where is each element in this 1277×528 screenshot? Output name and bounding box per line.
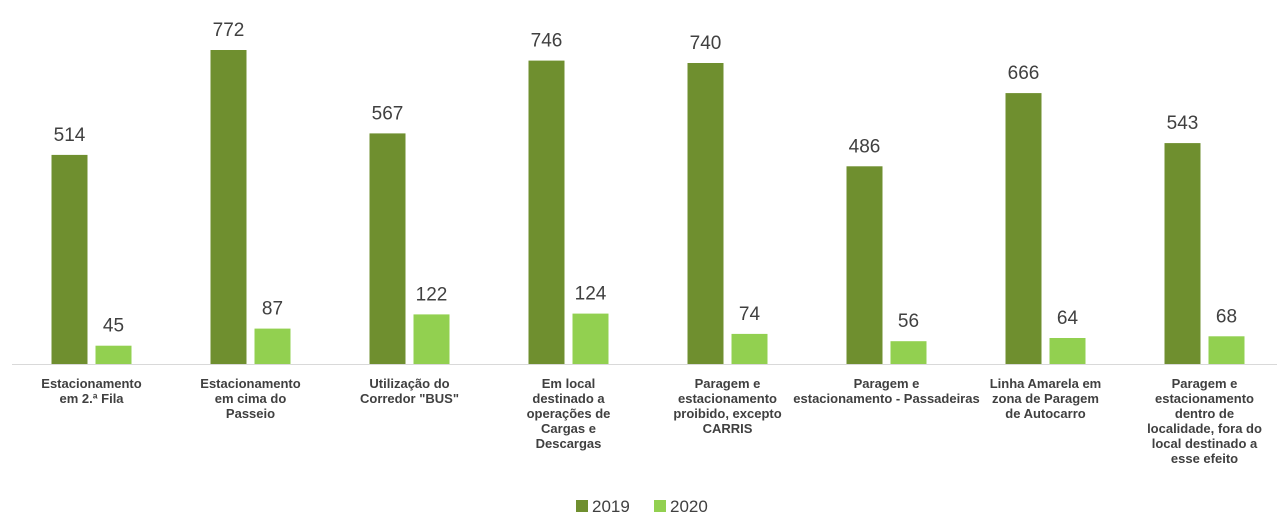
bar-2020-4 xyxy=(572,313,609,364)
value-label-2020-5: 74 xyxy=(739,304,761,325)
value-label-2020-2: 87 xyxy=(262,299,283,320)
bar-2019-5 xyxy=(687,63,724,364)
value-label-2020-8: 68 xyxy=(1216,306,1237,327)
value-label-2019-3: 567 xyxy=(372,103,404,124)
value-label-2019-1: 514 xyxy=(54,125,86,146)
bar-2019-3 xyxy=(369,133,406,364)
labels-layer: 514 45 Estacionamento em 2.ª Fila 772 87 Estac… xyxy=(41,20,1262,466)
bar-2019-1 xyxy=(51,154,88,364)
bar-2020-3 xyxy=(413,314,450,364)
bars-layer xyxy=(51,50,1245,364)
bar-2020-8 xyxy=(1208,336,1245,364)
category-label-2: Estacionamento em cima do Passeio xyxy=(200,376,300,421)
value-label-2019-6: 486 xyxy=(849,136,881,157)
value-label-2020-4: 124 xyxy=(575,284,607,305)
bar-2020-6 xyxy=(890,341,927,364)
bar-2020-5 xyxy=(731,333,768,364)
bar-2019-8 xyxy=(1164,143,1201,364)
bar-2020-7 xyxy=(1049,338,1086,364)
category-label-5: Paragem e estacionamento proibido, excepto… xyxy=(673,376,781,436)
category-label-7: Linha Amarela em zona de Paragem de Autoca… xyxy=(990,376,1102,421)
value-label-2019-8: 543 xyxy=(1167,113,1199,134)
value-label-2019-7: 666 xyxy=(1008,63,1040,84)
legend: 2019 2020 xyxy=(576,497,708,516)
category-label-8: Paragem e estacionamento dentro de localida… xyxy=(1147,376,1262,466)
value-label-2020-3: 122 xyxy=(416,284,448,305)
legend-label-2020: 2020 xyxy=(670,497,708,516)
bar-2020-2 xyxy=(254,328,291,364)
value-label-2020-1: 45 xyxy=(103,316,124,337)
bar-2020-1 xyxy=(95,345,132,364)
bar-2019-4 xyxy=(528,60,565,364)
bar-2019-2 xyxy=(210,50,247,364)
category-label-3: Utilização do Corredor "BUS" xyxy=(360,376,459,406)
category-label-6: Paragem e estacionamento - Passadeiras xyxy=(793,376,979,406)
bar-2019-7 xyxy=(1005,93,1042,364)
category-label-1: Estacionamento em 2.ª Fila xyxy=(41,376,141,406)
value-label-2019-4: 746 xyxy=(531,31,563,52)
value-label-2020-6: 56 xyxy=(898,311,919,332)
value-label-2019-2: 772 xyxy=(213,20,245,41)
bar-2019-6 xyxy=(846,166,883,364)
value-label-2019-5: 740 xyxy=(690,33,722,54)
legend-swatch-2019 xyxy=(576,500,588,512)
legend-label-2019: 2019 xyxy=(592,497,630,516)
value-label-2020-7: 64 xyxy=(1057,308,1079,329)
legend-swatch-2020 xyxy=(654,500,666,512)
